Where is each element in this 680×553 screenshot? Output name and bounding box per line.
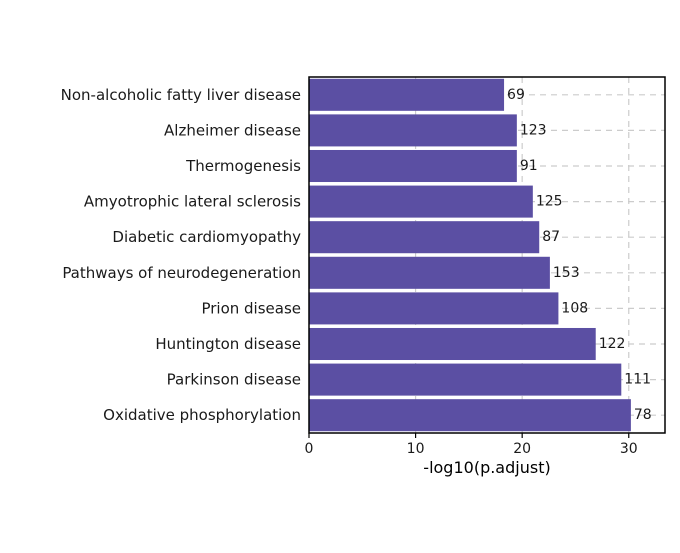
count-label: 153	[553, 265, 580, 281]
count-label: 78	[634, 407, 652, 423]
bar	[309, 78, 505, 111]
bar	[309, 399, 631, 432]
bar	[309, 327, 596, 361]
category-label: Prion disease	[201, 299, 301, 317]
count-label: 111	[624, 372, 651, 388]
category-label: Oxidative phosphorylation	[103, 406, 301, 424]
category-label: Amyotrophic lateral sclerosis	[84, 193, 301, 211]
category-label: Parkinson disease	[167, 371, 301, 389]
category-label: Huntington disease	[155, 335, 301, 353]
count-label: 122	[599, 336, 626, 352]
bar	[309, 292, 559, 325]
count-label: 87	[542, 229, 560, 245]
bars	[309, 78, 631, 432]
bar	[309, 114, 517, 147]
count-label: 125	[536, 194, 563, 210]
bar	[309, 149, 517, 183]
count-labels: 69 123 91 125 87 153 108 122 111 78	[507, 87, 652, 423]
x-axis-ticks: 0 10 20 30	[305, 433, 638, 457]
bar	[309, 221, 540, 254]
category-label: Diabetic cardiomyopathy	[112, 228, 301, 246]
bar	[309, 185, 533, 218]
category-label: Alzheimer disease	[164, 121, 301, 139]
category-labels: Non-alcoholic fatty liver disease Alzheim…	[61, 86, 302, 424]
x-tick-label: 10	[407, 441, 425, 457]
x-axis-title: -log10(p.adjust)	[423, 458, 550, 477]
category-label: Non-alcoholic fatty liver disease	[61, 86, 301, 104]
bar	[309, 363, 622, 396]
plot-frame	[308, 76, 666, 434]
count-label: 69	[507, 87, 525, 103]
bar	[309, 256, 550, 289]
count-label: 123	[520, 122, 547, 138]
x-tick-label: 20	[513, 441, 531, 457]
x-tick-label: 30	[620, 441, 638, 457]
count-label: 108	[561, 300, 588, 316]
category-label: Pathways of neurodegeneration	[62, 264, 301, 282]
x-tick-label: 0	[305, 441, 314, 457]
category-label: Thermogenesis	[185, 157, 301, 175]
count-label: 91	[520, 158, 538, 174]
